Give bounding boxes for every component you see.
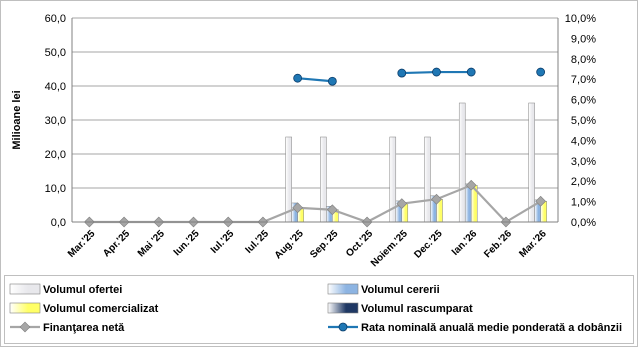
y2-tick-label: 3,0% [571,156,596,168]
legend-label: Finanţarea netă [43,322,125,334]
data-point [327,76,337,86]
y2-tick-label: 5,0% [571,115,596,127]
legend-item: Volumul rascumparat [327,302,473,315]
y-axis-label: Milioane lei [11,90,23,149]
y2-tick-label: 8,0% [571,54,596,66]
legend-swatch [9,283,41,295]
legend-label: Volumul comercializat [43,303,159,315]
bar [458,102,466,223]
data-point [396,198,408,210]
data-point [536,67,546,77]
y-tick-label: 20,0 [45,149,66,161]
legend-item: Rata nominală anuală medie ponderată a d… [328,322,622,334]
legend-item: Finanţarea netă [10,321,125,334]
y2-tick-label: 9,0% [571,33,596,45]
legend-item: Volumul comercializat [9,302,159,315]
y2-tick-label: 1,0% [571,197,596,209]
y-tick-label: 30,0 [45,115,66,127]
legend-swatch [327,302,359,314]
data-point [466,67,476,77]
y2-tick-label: 4,0% [571,135,596,147]
y2-tick-label: 10,0% [565,13,596,25]
y2-tick-label: 6,0% [571,95,596,107]
data-point [397,68,407,78]
legend-swatch [327,283,359,295]
legend-item: Volumul ofertei [9,283,122,296]
data-point [535,195,547,207]
y2-tick-label: 0,0% [571,217,596,229]
legend-label: Volumul rascumparat [361,303,473,315]
legend-label: Rata nominală anuală medie ponderată a d… [361,322,622,334]
legend-item: Volumul cererii [327,283,440,296]
legend-swatch [9,302,41,314]
data-point [431,193,442,205]
data-point [293,73,303,83]
legend-marker [338,322,348,332]
data-point [292,202,304,214]
y-tick-label: 40,0 [45,81,66,93]
series-line [297,77,333,83]
bar [285,136,292,223]
y-tick-label: 60,0 [45,13,66,25]
series-lines [83,67,547,228]
bar [424,136,431,223]
data-point [326,204,338,216]
y-tick-label: 0,0 [51,217,66,229]
y2-tick-label: 7,0% [571,74,596,86]
legend: Volumul ofertei Volumul cererii Volumul co… [4,275,634,344]
data-point [465,179,477,191]
legend-label: Volumul ofertei [43,284,122,296]
legend-label: Volumul cererii [361,284,440,296]
y2-tick-label: 2,0% [571,176,596,188]
data-point [432,67,441,77]
legend-marker [19,321,31,333]
y-tick-label: 10,0 [45,183,66,195]
legend-box [4,275,634,344]
y-tick-label: 50,0 [45,47,66,59]
